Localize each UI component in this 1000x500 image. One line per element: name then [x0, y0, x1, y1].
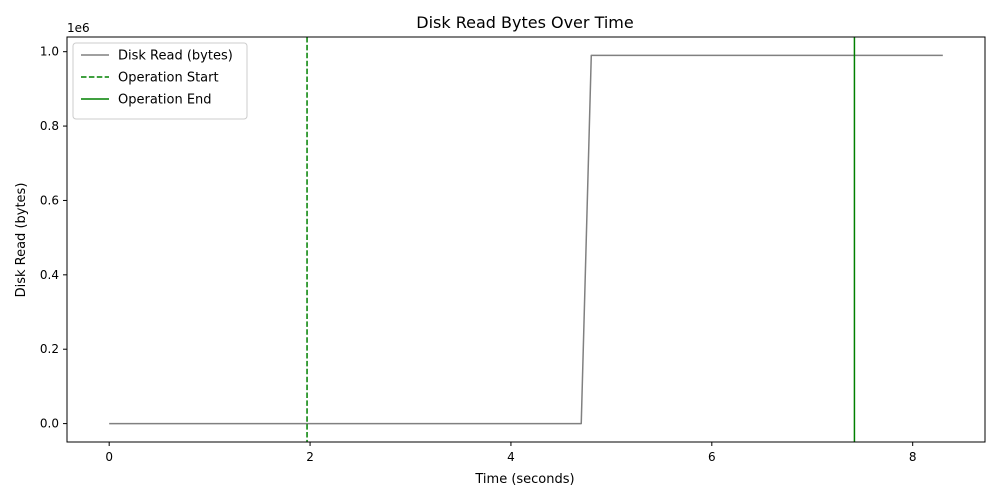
axis-ticks: 0 2 4 6 8 0.0 0.2 0.4 0.6 0.8 1.0: [40, 45, 917, 464]
y-tick-label-3: 0.6: [40, 193, 59, 207]
legend-box: [72, 42, 248, 120]
legend-label-0: Disk Read (bytes): [118, 49, 233, 64]
chart-title: Disk Read Bytes Over Time: [416, 13, 633, 32]
x-tick-label-4: 8: [909, 450, 917, 464]
y-tick-label-5: 1.0: [40, 45, 59, 59]
x-tick-label-1: 2: [306, 450, 314, 464]
x-tick-label-3: 6: [708, 450, 716, 464]
y-tick-label-4: 0.8: [40, 119, 59, 133]
series-line-0: [109, 54, 943, 425]
x-axis-label: Time (seconds): [474, 472, 574, 487]
axes-frame: [66, 36, 986, 443]
plot-area: [109, 37, 943, 442]
legend: Disk Read (bytes) Operation Start Operatio…: [72, 42, 248, 120]
y-offset-text: 1e6: [67, 21, 90, 35]
y-tick-label-2: 0.4: [40, 268, 59, 282]
x-tick-label-2: 4: [507, 450, 515, 464]
legend-label-2: Operation End: [118, 93, 212, 108]
y-tick-label-0: 0.0: [40, 417, 59, 431]
x-tick-label-0: 0: [105, 450, 113, 464]
y-axis-label: Disk Read (bytes): [14, 183, 29, 298]
y-tick-label-1: 0.2: [40, 342, 59, 356]
legend-label-1: Operation Start: [118, 71, 219, 86]
